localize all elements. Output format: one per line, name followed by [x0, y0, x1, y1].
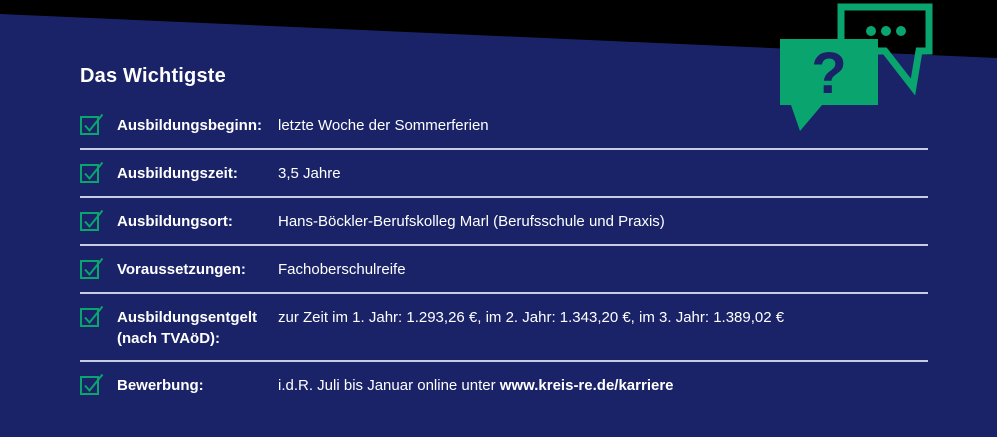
- row-label-line1: Ausbildungsentgelt: [117, 309, 257, 326]
- row-value: letzte Woche der Sommerferien: [278, 117, 489, 134]
- question-speech-bubble-icon: ?: [780, 39, 878, 131]
- row-ausbildungsort: Ausbildungsort: Hans-Böckler-Berufskolle…: [80, 198, 928, 246]
- row-label-line2: (nach TVAöD):: [117, 330, 221, 347]
- row-ausbildungsentgelt: Ausbildungsentgelt (nach TVAöD): zur Zei…: [80, 294, 928, 362]
- page-title: Das Wichtigste: [80, 65, 226, 87]
- row-label: Bewerbung:: [117, 377, 204, 394]
- row-ausbildungsbeginn: Ausbildungsbeginn: letzte Woche der Somm…: [80, 102, 928, 150]
- row-ausbildungszeit: Ausbildungszeit: 3,5 Jahre: [80, 150, 928, 198]
- row-label: Ausbildungsort:: [117, 213, 233, 230]
- row-voraussetzungen: Voraussetzungen: Fachoberschulreife: [80, 246, 928, 294]
- row-label: Ausbildungszeit:: [117, 165, 238, 182]
- checkbox-checked-icon: [80, 305, 104, 329]
- checkbox-checked-icon: [80, 161, 104, 185]
- row-label: Ausbildungsentgelt (nach TVAöD):: [117, 305, 278, 349]
- row-value-prefix: i.d.R. Juli bis Januar online unter: [278, 377, 500, 394]
- question-mark-glyph: ?: [811, 41, 846, 106]
- row-value: Fachoberschulreife: [278, 261, 406, 278]
- row-bewerbung: Bewerbung: i.d.R. Juli bis Januar online…: [80, 362, 928, 408]
- row-value: zur Zeit im 1. Jahr: 1.293,26 €, im 2. J…: [278, 309, 785, 326]
- checkbox-checked-icon: [80, 373, 104, 397]
- row-label: Ausbildungsbeginn:: [117, 117, 262, 134]
- checkbox-checked-icon: [80, 209, 104, 233]
- row-value: 3,5 Jahre: [278, 165, 341, 182]
- key-facts-card: Das Wichtigste Ausbildungsbeginn: letzte…: [80, 64, 928, 408]
- row-label: Voraussetzungen:: [117, 261, 246, 278]
- karriere-link[interactable]: www.kreis-re.de/karriere: [499, 377, 674, 394]
- checkbox-checked-icon: [80, 113, 104, 137]
- row-value: i.d.R. Juli bis Januar online unter www.…: [278, 373, 928, 396]
- chat-bubbles-graphic: ?: [780, 3, 933, 131]
- facts-table: Ausbildungsbeginn: letzte Woche der Somm…: [80, 102, 928, 408]
- checkbox-checked-icon: [80, 257, 104, 281]
- row-value: Hans-Böckler-Berufskolleg Marl (Berufssc…: [278, 213, 665, 230]
